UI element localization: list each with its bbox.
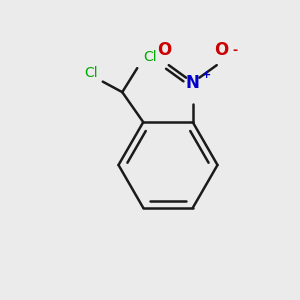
Text: Cl: Cl [143,50,157,64]
Text: +: + [202,70,211,80]
Text: O: O [214,41,228,59]
Text: -: - [233,44,238,57]
Text: O: O [157,41,171,59]
Text: N: N [186,74,200,92]
Text: Cl: Cl [85,66,98,80]
